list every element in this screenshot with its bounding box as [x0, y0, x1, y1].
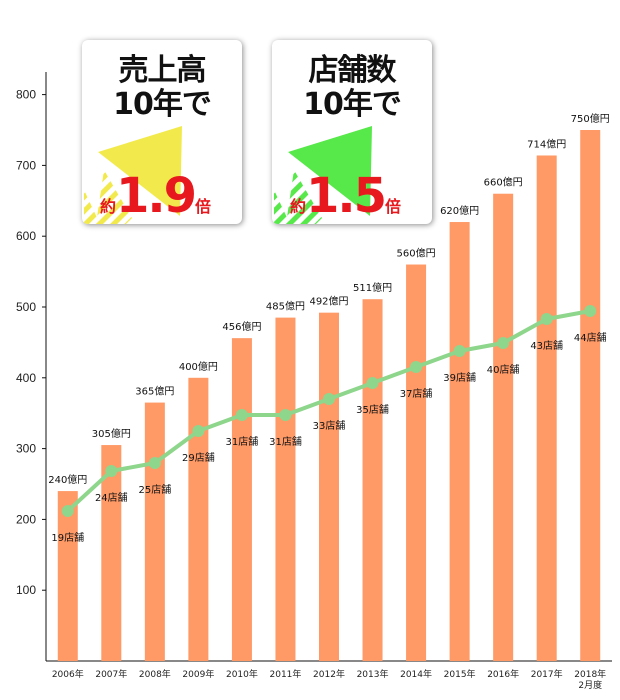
bar-value-label: 365億円 [135, 385, 174, 398]
store-count-label: 19店舗 [51, 531, 84, 544]
store-count-label: 29店舗 [182, 451, 215, 464]
y-tick-label: 200 [16, 512, 36, 526]
store-count-label: 31店舗 [269, 435, 302, 448]
badge-multiplier: 約1.5倍 [290, 168, 401, 224]
bar-value-label: 560億円 [397, 247, 436, 260]
badge-suffix: 倍 [385, 197, 402, 216]
store-count-label: 24店舗 [95, 491, 128, 504]
bar [406, 264, 427, 661]
store-count-point [540, 313, 553, 325]
store-count-point [323, 393, 335, 405]
store-count-point [61, 505, 74, 517]
store-count-label: 33店舗 [313, 419, 346, 432]
bar [231, 338, 252, 661]
bar [319, 312, 339, 661]
x-tick-label: 2018年 2月度 [574, 668, 606, 691]
x-tick-label: 2014年 [400, 668, 432, 680]
store-count-label: 40店舗 [487, 363, 520, 376]
store-count-point [453, 345, 466, 357]
bar [57, 491, 78, 661]
store-count-label: 25店舗 [138, 483, 171, 496]
store-count-label: 31店舗 [226, 435, 259, 448]
x-tick-label: 2011年 [270, 668, 302, 680]
store-count-label: 35店舗 [356, 403, 389, 416]
bar-value-label: 750億円 [571, 112, 610, 125]
bar-value-label: 305億円 [92, 427, 131, 440]
store-count-point [497, 337, 510, 349]
x-tick-label: 2010年 [226, 668, 258, 680]
arrow-up-yellow-icon [84, 126, 182, 224]
store-count-point [105, 465, 118, 477]
bar [275, 317, 296, 661]
sales-growth-badge: 売上高 10年で 約1.9倍 [82, 40, 242, 224]
store-count-label: 37店舗 [400, 387, 433, 400]
arrow-up-green-icon [274, 126, 372, 224]
store-count-point [410, 361, 423, 373]
bar [493, 193, 514, 661]
y-tick-label: 700 [16, 158, 36, 172]
badge-number: 1.5 [306, 168, 387, 224]
x-tick-label: 2017年 [531, 668, 563, 680]
bar-value-label: 714億円 [527, 137, 566, 150]
bar-value-label: 660億円 [484, 176, 523, 189]
bar-value-label: 492億円 [309, 295, 348, 308]
y-tick-label: 800 [16, 88, 36, 102]
bar [449, 222, 470, 662]
bar-value-label: 485億円 [266, 300, 305, 313]
bar [362, 299, 383, 661]
y-tick-label: 100 [16, 583, 36, 597]
store-count-point [148, 457, 161, 469]
bar [144, 402, 165, 661]
x-tick-label: 2013年 [357, 668, 389, 680]
x-tick-label: 2008年 [139, 668, 171, 680]
bar [188, 377, 209, 661]
store-count-point [366, 377, 379, 389]
badge-title-line1: 売上高 [118, 53, 207, 88]
stores-growth-badge: 店舗数 10年で 約1.5倍 [272, 40, 432, 224]
store-count-point [584, 305, 597, 317]
badge-prefix: 約 [100, 197, 117, 216]
x-tick-label: 2012年 [313, 668, 345, 680]
bar [580, 130, 601, 661]
x-tick-label: 2007年 [95, 668, 127, 680]
bar [536, 155, 557, 661]
bar-value-label: 240億円 [48, 473, 87, 486]
store-count-label: 43店舗 [530, 339, 563, 352]
x-tick-label: 2009年 [182, 668, 214, 680]
store-count-label: 44店舗 [574, 331, 607, 344]
bar-value-label: 511億円 [353, 281, 392, 294]
badge-prefix: 約 [290, 197, 307, 216]
badge-number: 1.9 [116, 168, 197, 224]
badge-title-line1: 店舗数 [308, 53, 397, 88]
y-tick-label: 300 [16, 442, 36, 456]
y-tick-label: 500 [16, 300, 36, 314]
badge-multiplier: 約1.9倍 [100, 168, 211, 224]
bar-value-label: 456億円 [222, 320, 261, 333]
store-count-point [235, 409, 248, 421]
bar-value-label: 620億円 [440, 204, 479, 217]
badge-suffix: 倍 [195, 197, 212, 216]
badge-title-line2: 10年で [113, 87, 212, 122]
x-tick-label: 2015年 [444, 668, 476, 680]
badge-title: 店舗数 10年で [272, 54, 432, 122]
badge-title-line2: 10年で [303, 87, 402, 122]
bar [101, 445, 122, 661]
x-tick-label: 2016年 [487, 668, 519, 680]
y-tick-label: 400 [16, 371, 36, 385]
store-count-label: 39店舗 [443, 371, 476, 384]
badge-title: 売上高 10年で [82, 54, 242, 122]
x-tick-label: 2006年 [52, 668, 84, 680]
store-count-point [279, 409, 292, 421]
y-tick-label: 600 [16, 229, 36, 243]
store-count-point [192, 425, 205, 437]
bar-value-label: 400億円 [179, 360, 218, 373]
